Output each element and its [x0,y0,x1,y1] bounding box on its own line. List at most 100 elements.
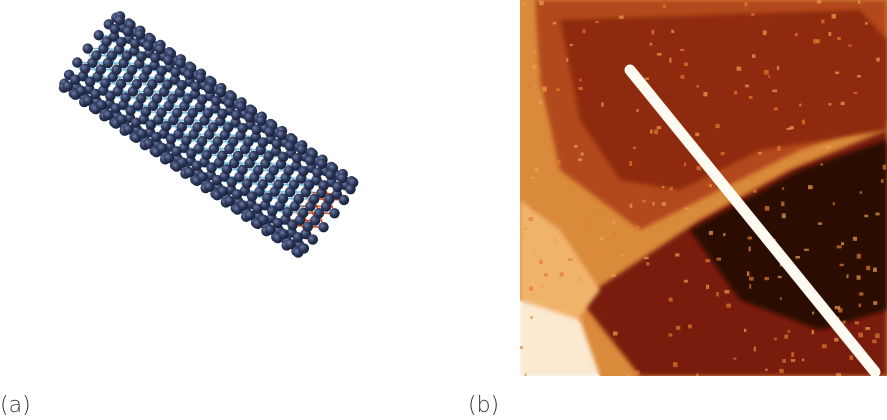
speck [754,347,756,352]
speck [815,39,820,43]
atom [195,73,205,83]
speck [864,215,868,218]
speck [523,227,528,230]
atom [272,139,282,149]
atom [262,193,272,203]
speck [534,168,538,172]
speck [779,369,784,373]
speck [716,292,719,296]
speck [764,277,768,280]
atom [146,120,156,130]
speck [749,246,751,251]
speck [613,231,617,236]
atom [211,96,221,106]
atom [162,79,172,89]
atom [123,26,133,36]
speck [876,58,880,62]
atom [147,79,157,89]
speck [600,237,604,240]
atom [253,165,263,175]
atom [224,98,234,108]
atom [294,194,304,204]
speck [802,120,805,125]
speck [613,331,618,335]
atom [278,193,288,203]
speck [854,92,858,94]
atom [269,165,279,175]
atom [122,51,132,61]
atom [102,36,112,46]
speck [748,237,752,240]
figure: (a) (b) [0,0,887,420]
speck [645,78,649,80]
speck [835,72,839,74]
atom [285,141,295,151]
atom [111,65,121,75]
atom [238,123,248,133]
atom [172,108,182,118]
atom [177,80,187,90]
atom [258,215,268,225]
speck [703,92,707,96]
speck [533,250,535,253]
atom [223,122,233,132]
speck [532,65,536,69]
atom [339,195,349,205]
speck [607,248,610,250]
speck [583,29,586,33]
atom [233,151,243,161]
atom [319,180,329,190]
speck [684,207,688,209]
atom [248,151,258,161]
atom [114,15,124,25]
speck [642,200,646,203]
atom [116,79,126,89]
speck [725,290,730,293]
speck [763,30,767,35]
speck [828,103,831,105]
speck [553,22,557,24]
atom [217,109,227,119]
atom [188,108,198,118]
atom [177,122,187,132]
atom [110,24,120,34]
speck [554,238,557,241]
speck [612,221,615,224]
speck [531,177,535,179]
speck [752,54,755,58]
speck [833,202,835,205]
atom [156,107,166,117]
atom [243,137,253,147]
speck [857,254,861,259]
atom [197,94,207,104]
speck [778,276,782,278]
speck [597,212,599,216]
atom [289,179,299,189]
speck [595,21,598,23]
atom [161,121,171,131]
speck [846,274,848,278]
speck [644,257,649,259]
atom [96,100,106,110]
speck [791,359,795,362]
atom [110,103,120,113]
atom [238,200,248,210]
atom [345,184,355,194]
atom [150,53,160,63]
speck [566,58,568,61]
atom [143,41,153,51]
atom [236,101,246,111]
speck [669,58,671,63]
speck [774,338,777,341]
atom [105,91,115,101]
atom [197,172,207,182]
atom [163,55,173,65]
speck [567,180,571,182]
speck [570,44,573,46]
speck [574,145,577,148]
speck [578,158,582,161]
speck [857,75,861,77]
speck [629,161,632,166]
atom [276,130,286,140]
speck [828,32,831,36]
